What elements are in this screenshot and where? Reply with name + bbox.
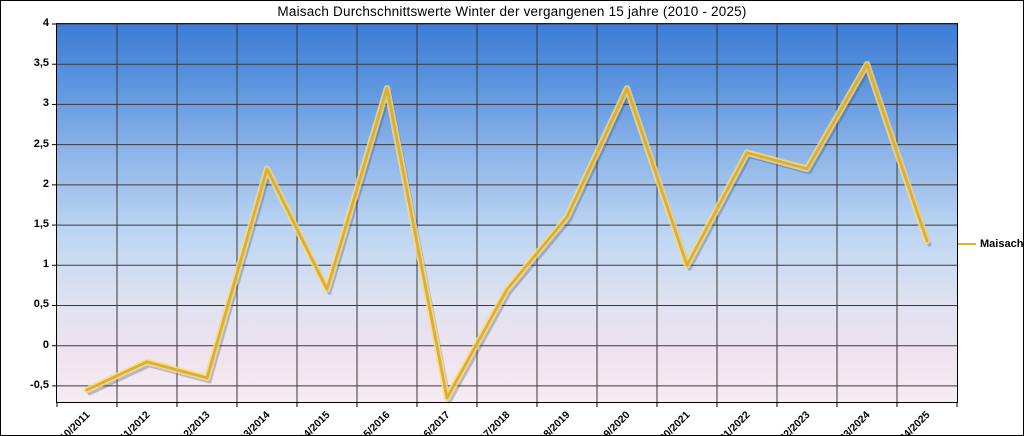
chart-title: Maisach Durchschnittswerte Winter der ve… <box>277 4 747 19</box>
y-tick-label: 1 <box>42 258 49 271</box>
y-tick-label: 0,5 <box>33 298 49 311</box>
y-tick-label: 3 <box>42 97 49 110</box>
x-category-label: 2015/2016 <box>348 409 393 436</box>
series-line-maisach <box>85 62 929 400</box>
x-category-label: 2014/2015 <box>288 409 333 436</box>
x-category-label: 2020/2021 <box>648 409 693 436</box>
legend-label: Maisach <box>980 238 1024 250</box>
y-tick-label: 1,5 <box>33 218 49 231</box>
x-category-label: 2019/2020 <box>588 409 633 436</box>
plot-svg <box>52 23 958 407</box>
x-category-label: 2012/2013 <box>168 409 213 436</box>
y-tick-label: 3,5 <box>33 57 49 70</box>
series-line-halo <box>83 60 931 402</box>
x-category-label: 2023/2024 <box>828 409 873 436</box>
x-category-label: 2022/2023 <box>768 409 813 436</box>
x-category-label: 2024/2025 <box>888 409 933 436</box>
x-category-label: 2016/2017 <box>408 409 453 436</box>
y-tick-label: 2,5 <box>33 137 49 150</box>
y-tick-label: 4 <box>42 17 49 29</box>
x-category-label: 2018/2019 <box>528 409 573 436</box>
x-category-label: 2021/2022 <box>708 409 753 436</box>
x-category-label: 2017/2018 <box>468 409 513 436</box>
y-tick-label: 0 <box>42 338 49 351</box>
plot-area <box>52 23 958 407</box>
x-category-label: 2013/2014 <box>228 409 273 436</box>
legend-line-marker <box>958 243 976 245</box>
y-tick-label: 2 <box>42 177 49 190</box>
y-tick-label: -0,5 <box>30 378 49 391</box>
x-category-label: 2010/2011 <box>49 409 93 436</box>
legend: Maisach <box>958 238 1023 250</box>
x-category-label: 2011/2012 <box>109 409 153 436</box>
